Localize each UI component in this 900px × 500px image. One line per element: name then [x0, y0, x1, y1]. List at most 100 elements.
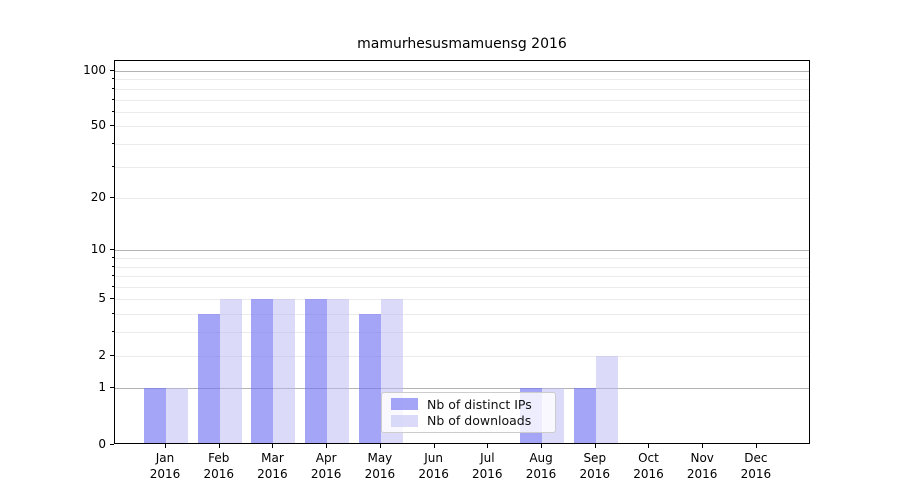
month-label: Jan — [155, 450, 175, 465]
x-axis-tick-label: Jul 2016 — [455, 450, 519, 482]
bar-distinct-ips — [573, 388, 596, 444]
y-axis-tick — [110, 443, 114, 445]
y-axis-tick-label: 20 — [90, 190, 106, 205]
x-axis-tick — [165, 444, 166, 448]
y-axis-minor-tick — [111, 331, 114, 333]
month-label: Mar — [261, 450, 284, 465]
x-axis-tick-label: Feb 2016 — [187, 450, 251, 482]
y-axis-minor-tick — [111, 313, 114, 315]
x-axis-tick-label: Dec 2016 — [724, 450, 788, 482]
y-axis-minor-tick — [111, 265, 114, 267]
month-label: Feb — [208, 450, 230, 465]
y-axis-tick — [110, 249, 114, 251]
y-axis-minor-tick — [111, 165, 114, 167]
major-gridline — [115, 71, 809, 72]
bar-distinct-ips — [144, 388, 166, 444]
y-axis-minor-tick — [111, 78, 114, 80]
legend-item-distinct-ips: Nb of distinct IPs — [391, 397, 546, 412]
month-label: Dec — [744, 450, 768, 465]
x-axis-tick — [755, 444, 757, 448]
x-axis-tick-label: May 2016 — [348, 450, 412, 482]
year-label: 2016 — [310, 466, 342, 481]
bar-downloads — [219, 299, 242, 444]
plot-area — [114, 60, 810, 444]
month-label: Jun — [424, 450, 443, 465]
legend-label: Nb of downloads — [427, 413, 532, 429]
y-axis-tick — [110, 70, 114, 71]
minor-gridline — [115, 332, 809, 334]
bar-distinct-ips — [358, 314, 381, 444]
minor-gridline — [115, 126, 809, 128]
year-label: 2016 — [525, 466, 557, 481]
minor-gridline — [115, 143, 809, 145]
bar-distinct-ips — [197, 314, 220, 444]
x-axis-tick-label: Apr 2016 — [294, 450, 358, 482]
year-label: 2016 — [418, 466, 449, 481]
y-axis-minor-tick — [111, 257, 114, 259]
bar-distinct-ips — [305, 299, 328, 444]
y-axis-minor-tick — [111, 87, 114, 89]
minor-gridline — [115, 355, 809, 357]
x-axis-tick-label: Jun 2016 — [402, 450, 466, 482]
minor-gridline — [115, 198, 809, 200]
bar-downloads — [273, 299, 296, 444]
month-label: May — [367, 450, 393, 465]
year-label: 2016 — [686, 466, 718, 481]
y-axis-minor-tick — [111, 98, 114, 100]
y-axis-tick-label: 2 — [98, 347, 106, 362]
year-label: 2016 — [149, 466, 181, 481]
x-axis-tick-label: Aug 2016 — [509, 450, 573, 482]
bar-downloads — [166, 388, 188, 444]
month-label: Oct — [638, 450, 659, 465]
y-axis-minor-tick — [111, 142, 114, 144]
major-gridline — [115, 388, 809, 390]
y-axis-minor-tick — [111, 286, 114, 288]
y-axis-minor-tick — [111, 110, 114, 112]
x-axis-tick — [433, 444, 435, 448]
month-label: Aug — [529, 450, 553, 465]
y-axis-tick-label: 1 — [98, 380, 106, 395]
bar-downloads — [327, 299, 350, 444]
y-axis-tick-label: 0 — [98, 436, 106, 451]
bar-downloads — [595, 355, 618, 444]
year-label: 2016 — [364, 466, 396, 481]
legend: Nb of distinct IPs Nb of downloads — [381, 392, 556, 433]
legend-label: Nb of distinct IPs — [427, 396, 532, 412]
x-axis-tick-label: Oct 2016 — [616, 450, 680, 482]
x-axis-tick-label: Mar 2016 — [240, 450, 304, 482]
x-axis-tick — [594, 444, 596, 448]
downloads-swatch-icon — [391, 414, 418, 427]
x-axis-tick — [648, 444, 650, 448]
month-label: Nov — [690, 450, 714, 465]
bar-distinct-ips — [251, 299, 274, 444]
x-axis-tick — [487, 444, 489, 448]
distinct-ips-swatch-icon — [391, 398, 418, 411]
minor-gridline — [115, 79, 809, 81]
x-axis-tick-label: Nov 2016 — [670, 450, 734, 482]
month-label: Jul — [480, 450, 495, 465]
minor-gridline — [115, 266, 809, 268]
month-label: Apr — [315, 450, 337, 465]
year-label: 2016 — [740, 466, 772, 481]
x-axis-tick-label: Jan 2016 — [133, 450, 197, 482]
minor-gridline — [115, 287, 809, 289]
minor-gridline — [115, 88, 809, 90]
month-label: Sep — [583, 450, 607, 465]
year-label: 2016 — [579, 466, 611, 481]
y-axis-minor-tick — [111, 298, 114, 300]
y-axis-tick-label: 10 — [90, 242, 106, 257]
year-label: 2016 — [472, 466, 503, 481]
y-axis-tick — [110, 387, 114, 389]
x-axis-tick — [272, 444, 274, 448]
minor-gridline — [115, 314, 809, 316]
legend-item-downloads: Nb of downloads — [391, 413, 546, 428]
minor-gridline — [115, 258, 809, 260]
y-axis-minor-tick — [111, 354, 114, 356]
y-axis-tick-label: 50 — [90, 118, 106, 133]
x-axis-tick — [702, 444, 704, 448]
y-axis-minor-tick — [111, 275, 114, 277]
major-gridline — [115, 250, 809, 252]
minor-gridline — [115, 166, 809, 168]
y-axis-minor-tick — [111, 125, 114, 127]
